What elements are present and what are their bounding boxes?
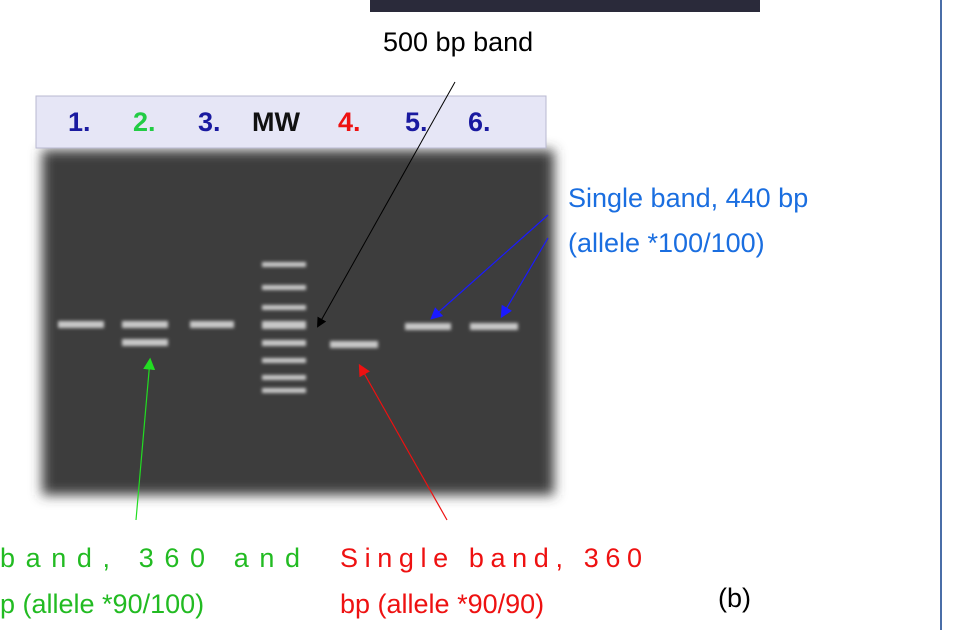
lane-label: 3. bbox=[198, 107, 221, 137]
panel-label: (b) bbox=[718, 583, 751, 613]
arrow bbox=[430, 214, 549, 320]
bands bbox=[58, 262, 518, 393]
note: (allele *100/100) bbox=[568, 228, 765, 258]
lane-label: 2. bbox=[133, 107, 156, 137]
marker-label: 500 bp band bbox=[383, 27, 533, 57]
note: Single band, 360 bbox=[340, 543, 642, 573]
note: bp (allele *90/90) bbox=[340, 589, 544, 619]
lane-label: 4. bbox=[338, 107, 361, 137]
lane-label-box bbox=[35, 95, 547, 149]
lane-label: 6. bbox=[468, 107, 491, 137]
note: band, 360 and bbox=[0, 543, 300, 573]
note: Single band, 440 bp bbox=[568, 183, 808, 213]
arrow bbox=[317, 81, 456, 328]
arrow bbox=[500, 237, 549, 319]
lane-label: MW bbox=[252, 107, 300, 137]
arrow bbox=[135, 357, 156, 521]
top-photo-strip bbox=[370, 0, 760, 12]
lane-label: 5. bbox=[405, 107, 428, 137]
arrow bbox=[358, 363, 448, 521]
lane-label: 1. bbox=[68, 107, 91, 137]
note: p (allele *90/100) bbox=[0, 589, 204, 619]
